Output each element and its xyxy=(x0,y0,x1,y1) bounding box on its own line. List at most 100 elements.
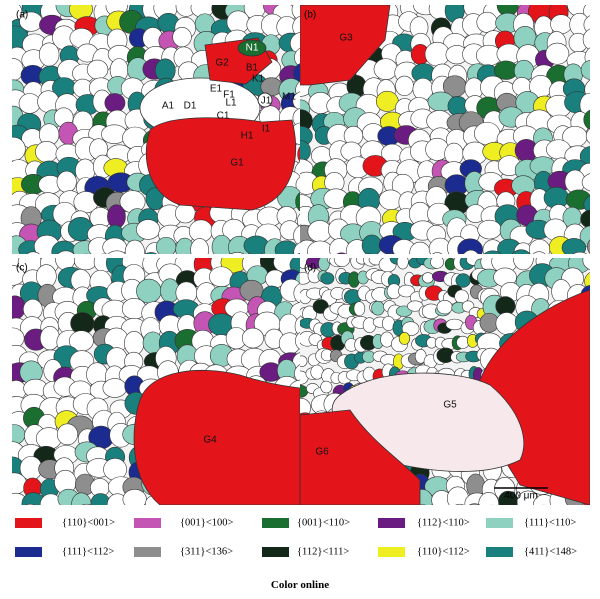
grain xyxy=(100,253,107,254)
grain xyxy=(545,42,570,65)
grain xyxy=(436,299,453,315)
grain xyxy=(124,239,145,254)
panel xyxy=(12,5,300,254)
grain xyxy=(512,258,534,271)
grain-label: G6 xyxy=(315,447,329,458)
grain xyxy=(39,326,60,351)
grain xyxy=(418,504,427,505)
grain xyxy=(144,252,158,254)
grain xyxy=(35,141,58,163)
grain xyxy=(190,238,209,254)
grain xyxy=(583,15,590,35)
grain xyxy=(155,236,177,254)
caption: Color online xyxy=(271,579,329,591)
grain xyxy=(581,173,590,192)
grain xyxy=(336,252,347,254)
legend-label: {001}<100> xyxy=(180,517,234,528)
grain-label: I1 xyxy=(262,124,271,135)
grain xyxy=(582,506,600,527)
grain-label: A1 xyxy=(162,101,175,112)
grain xyxy=(580,209,590,229)
grain-n1 xyxy=(237,39,267,57)
grain-label: L1 xyxy=(225,98,237,109)
grain xyxy=(292,91,300,111)
grain xyxy=(172,27,192,48)
grain xyxy=(241,327,264,349)
grain xyxy=(289,31,300,55)
grain xyxy=(294,364,300,383)
grain-label: G1 xyxy=(230,158,244,169)
legend-swatch xyxy=(134,547,161,557)
grain xyxy=(333,258,351,267)
grain xyxy=(348,507,369,530)
grain xyxy=(307,220,332,243)
legend-swatch xyxy=(378,518,405,528)
grain-g3 xyxy=(300,5,391,86)
panel-label: (b) xyxy=(304,10,316,21)
legend-swatch xyxy=(262,547,289,557)
grain xyxy=(81,503,92,505)
grain xyxy=(446,486,469,505)
legend-swatch xyxy=(486,518,513,528)
grain xyxy=(478,491,499,505)
grain xyxy=(26,251,40,254)
legend-swatch xyxy=(134,518,161,528)
grain xyxy=(57,250,75,254)
grain-g1 xyxy=(145,117,296,211)
grain xyxy=(18,93,41,114)
grain xyxy=(104,93,126,113)
grain-label: C1 xyxy=(217,111,230,122)
grain xyxy=(585,128,590,144)
panel xyxy=(300,5,590,254)
grain xyxy=(102,378,127,398)
grain xyxy=(463,249,479,254)
grain xyxy=(295,332,300,350)
panel xyxy=(300,258,600,530)
grain-g4 xyxy=(133,369,300,505)
legend-label: {111}<110> xyxy=(524,517,576,528)
grain xyxy=(297,146,300,163)
grain-label: K1 xyxy=(252,74,265,85)
grain xyxy=(293,242,300,254)
grain xyxy=(572,251,588,254)
grain xyxy=(401,321,420,337)
grain xyxy=(12,295,26,320)
legend-label: {110}<001> xyxy=(62,517,115,528)
grain xyxy=(293,225,300,247)
grain xyxy=(396,258,409,270)
grain xyxy=(582,258,590,270)
legend-label: {111}<112> xyxy=(62,546,114,557)
grain xyxy=(483,250,502,254)
grain-label: J1 xyxy=(261,96,272,107)
grain xyxy=(12,424,26,445)
grain xyxy=(230,252,245,254)
panel-label: (c) xyxy=(16,263,28,274)
grain xyxy=(12,327,25,349)
grain xyxy=(175,203,196,224)
legend-label: {110}<112> xyxy=(417,546,470,557)
grain xyxy=(38,42,60,67)
grain xyxy=(583,109,590,130)
grain-label: G5 xyxy=(443,400,457,411)
grain xyxy=(12,136,26,162)
grain xyxy=(83,253,89,254)
grain xyxy=(25,503,36,505)
grain xyxy=(378,189,403,210)
grain xyxy=(209,266,234,288)
legend-swatch xyxy=(15,547,42,557)
grain xyxy=(455,503,465,505)
legend-swatch xyxy=(262,518,289,528)
grain xyxy=(297,252,300,254)
grain xyxy=(320,380,333,394)
grain xyxy=(432,252,443,254)
grain xyxy=(397,284,416,298)
grain xyxy=(430,258,444,269)
grain xyxy=(387,253,396,254)
grain xyxy=(445,318,464,331)
grain xyxy=(124,331,145,356)
panel-label: (a) xyxy=(16,10,28,21)
legend-swatch xyxy=(486,547,513,557)
grain xyxy=(477,219,502,240)
grain xyxy=(56,423,78,446)
